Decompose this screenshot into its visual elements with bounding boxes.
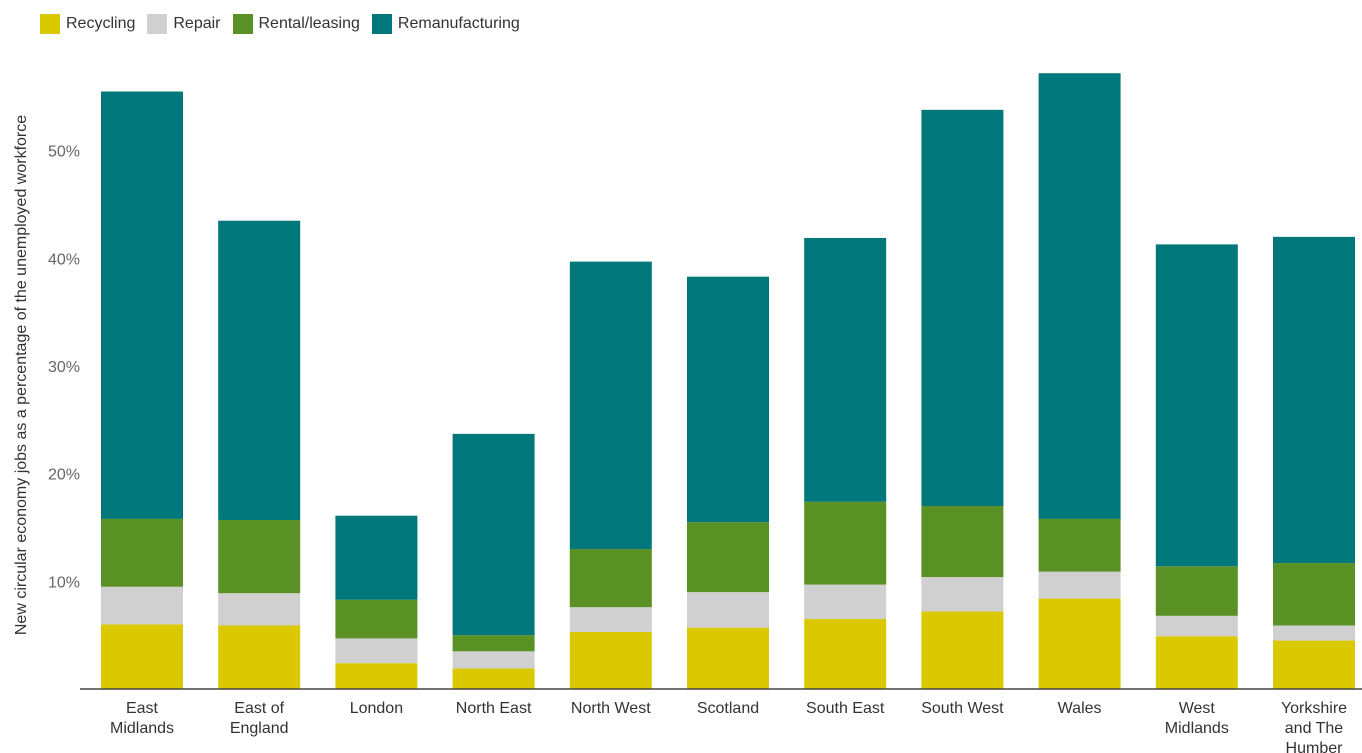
bar-segment-repair bbox=[1155, 615, 1238, 637]
bar-segment-recycling bbox=[687, 627, 769, 689]
legend-label: Rental/leasing bbox=[258, 15, 360, 32]
bar-segment-rental-leasing bbox=[569, 549, 652, 608]
x-tick-label: North East bbox=[456, 700, 532, 717]
legend-item-repair: Repair bbox=[147, 14, 221, 34]
bar-segment-rental-leasing bbox=[1038, 518, 1121, 572]
bar-segment-remanufacturing bbox=[335, 515, 418, 600]
legend-label: Remanufacturing bbox=[397, 15, 520, 32]
bar-segment-recycling bbox=[921, 611, 1004, 689]
bar-stack bbox=[101, 91, 183, 689]
legend-swatch bbox=[40, 14, 60, 34]
x-tick-label: Yorkshire and The Humber bbox=[1281, 700, 1347, 753]
x-tick-label: South West bbox=[921, 700, 1004, 717]
legend-label: Repair bbox=[173, 15, 221, 32]
bar-segment-remanufacturing bbox=[218, 220, 301, 520]
bar-segment-rental-leasing bbox=[218, 519, 301, 594]
bar-segment-repair bbox=[1038, 571, 1121, 599]
bar-segment-repair bbox=[335, 638, 418, 664]
bar-segment-recycling bbox=[1155, 636, 1238, 689]
bar-segment-recycling bbox=[569, 631, 652, 689]
bar-segment-remanufacturing bbox=[1273, 236, 1355, 564]
bar-stack bbox=[804, 237, 887, 689]
legend: Recycling Repair Rental/leasing Remanufactu… bbox=[40, 14, 520, 34]
bar-segment-remanufacturing bbox=[569, 261, 652, 550]
bar-segment-remanufacturing bbox=[687, 276, 769, 523]
bar-stack bbox=[218, 220, 301, 689]
bar-segment-rental-leasing bbox=[687, 522, 769, 593]
x-tick-label: South East bbox=[806, 700, 885, 717]
bar-segment-repair bbox=[101, 586, 183, 625]
x-tick-label: West Midlands bbox=[1165, 700, 1229, 737]
x-tick-label: North West bbox=[571, 700, 651, 717]
y-tick-label: 10% bbox=[48, 574, 80, 591]
bar-segment-repair bbox=[921, 577, 1004, 612]
bar-segment-remanufacturing bbox=[452, 433, 535, 636]
y-tick-label: 20% bbox=[48, 467, 80, 484]
legend-item-rental-leasing: Rental/leasing bbox=[232, 14, 360, 34]
bar-segment-remanufacturing bbox=[1038, 73, 1121, 519]
bar-segment-recycling bbox=[804, 619, 887, 689]
bar-segment-rental-leasing bbox=[921, 505, 1004, 578]
bar-segment-rental-leasing bbox=[804, 501, 887, 585]
bar-segment-recycling bbox=[101, 624, 183, 689]
y-tick-label: 50% bbox=[48, 144, 80, 161]
bar-segment-recycling bbox=[452, 668, 535, 689]
bar-stack bbox=[1155, 244, 1238, 689]
bar-stack bbox=[1038, 73, 1121, 689]
bar-segment-repair bbox=[1273, 625, 1355, 641]
legend-item-recycling: Recycling bbox=[40, 14, 135, 34]
legend-item-remanufacturing: Remanufacturing bbox=[371, 14, 520, 34]
legend-swatch bbox=[147, 14, 168, 34]
y-tick-label: 40% bbox=[48, 251, 80, 268]
bar-stack bbox=[569, 261, 652, 689]
x-tick-label: East of England bbox=[230, 700, 289, 737]
bar-segment-remanufacturing bbox=[921, 109, 1004, 506]
bar-stack bbox=[452, 433, 535, 689]
bar-segment-rental-leasing bbox=[1155, 566, 1238, 616]
legend-label: Recycling bbox=[66, 15, 136, 32]
bar-segment-repair bbox=[687, 592, 769, 628]
bar-segment-rental-leasing bbox=[101, 518, 183, 587]
bar-segment-recycling bbox=[1273, 640, 1355, 689]
bar-stack bbox=[335, 515, 418, 689]
bar-segment-recycling bbox=[1038, 598, 1121, 689]
bar-segment-repair bbox=[218, 593, 301, 626]
bar-segment-repair bbox=[569, 607, 652, 632]
bar-segment-rental-leasing bbox=[452, 635, 535, 652]
bar-segment-repair bbox=[452, 651, 535, 669]
bar-segment-remanufacturing bbox=[101, 91, 183, 519]
bar-segment-repair bbox=[804, 584, 887, 620]
x-tick-label: East Midlands bbox=[110, 700, 174, 737]
bar-stack bbox=[687, 276, 769, 689]
bar-segment-rental-leasing bbox=[335, 599, 418, 639]
x-tick-label: London bbox=[350, 700, 403, 717]
legend-swatch bbox=[232, 14, 253, 34]
bar-stack bbox=[1273, 236, 1355, 689]
y-tick-label: 30% bbox=[48, 359, 80, 376]
bar-stack bbox=[921, 109, 1004, 689]
x-tick-label: Wales bbox=[1058, 700, 1102, 717]
x-tick-label: Scotland bbox=[697, 700, 759, 717]
bar-segment-recycling bbox=[335, 663, 418, 689]
bar-segment-remanufacturing bbox=[804, 237, 887, 502]
bar-segment-recycling bbox=[218, 625, 301, 689]
bar-segment-remanufacturing bbox=[1155, 244, 1238, 567]
legend-swatch bbox=[371, 14, 392, 34]
y-axis-label: New circular economy jobs as a percentag… bbox=[13, 115, 30, 635]
bar-segment-rental-leasing bbox=[1273, 563, 1355, 626]
